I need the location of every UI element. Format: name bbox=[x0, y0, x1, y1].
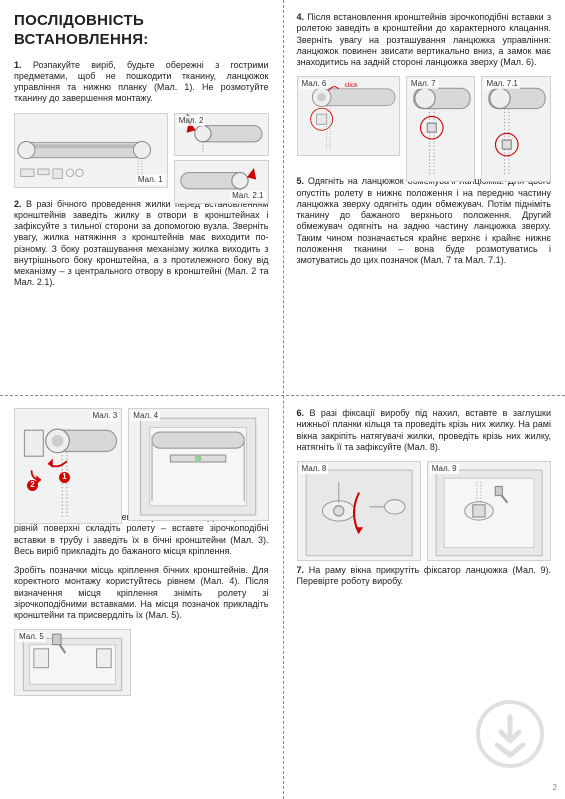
fig-label: Мал. 2 bbox=[177, 116, 206, 126]
step-1-text: Розпакуйте виріб, будьте обережні з гост… bbox=[14, 60, 269, 104]
step-4-text: Після встановлення кронштейнів зірочкопо… bbox=[297, 12, 552, 67]
step-7-text: На раму вікна прикрутіть фіксатор ланцюж… bbox=[297, 565, 552, 586]
figure-7: Мал. 7 bbox=[406, 76, 476, 182]
figure-3: Мал. 3 2 1 bbox=[14, 408, 122, 523]
step-3b: Зробіть позначки місць кріплення бічних … bbox=[14, 565, 269, 621]
step-7: 7. На раму вікна прикрутіть фіксатор лан… bbox=[297, 565, 552, 588]
figure-1: Мал. 1 bbox=[14, 113, 168, 189]
vertical-divider bbox=[283, 0, 284, 799]
figure-5: Мал. 5 bbox=[14, 629, 131, 696]
figure-7-1: Мал. 7.1 bbox=[481, 76, 551, 182]
fig-label: Мал. 7 bbox=[409, 79, 438, 89]
figure-8: Мал. 8 bbox=[297, 461, 421, 561]
click-label: click bbox=[344, 82, 358, 89]
step-3b-text: Зробіть позначки місць кріплення бічних … bbox=[14, 565, 269, 620]
watermark-icon bbox=[475, 699, 545, 769]
fig-label: Мал. 3 bbox=[91, 411, 120, 421]
page-title: ПОСЛІДОВНІСТЬ ВСТАНОВЛЕННЯ: bbox=[14, 12, 269, 50]
fig-label: Мал. 6 bbox=[300, 79, 329, 89]
step-4: 4. Після встановлення кронштейнів зірочк… bbox=[297, 12, 552, 68]
figure-6: Мал. 6 click bbox=[297, 76, 400, 156]
page-number: 2 bbox=[553, 783, 557, 793]
fig-label: Мал. 2.1 bbox=[230, 191, 265, 201]
step-6: 6. В разі фіксації виробу під нахил, вст… bbox=[297, 408, 552, 453]
figure-2-1: Мал. 2.1 bbox=[174, 160, 269, 204]
fig-label: Мал. 4 bbox=[131, 411, 160, 421]
figure-2: Мал. 2 bbox=[174, 113, 269, 157]
figure-9: Мал. 9 bbox=[427, 461, 551, 561]
quadrant-2: 4. Після встановлення кронштейнів зірочк… bbox=[283, 0, 565, 396]
fig-label: Мал. 8 bbox=[300, 464, 329, 474]
fig-label: Мал. 9 bbox=[430, 464, 459, 474]
step-5-text: Одягніть на ланцюжок обмежувачі ланцюжка… bbox=[297, 176, 552, 265]
step-2-text: В разі бічного проведення жилки перед вс… bbox=[14, 199, 269, 288]
step-1: 1. Розпакуйте виріб, будьте обережні з г… bbox=[14, 60, 269, 105]
fig-label: Мал. 7.1 bbox=[484, 79, 519, 89]
fig-label: Мал. 1 bbox=[136, 175, 165, 185]
figure-4: Мал. 4 bbox=[128, 408, 268, 521]
marker-2: 2 bbox=[27, 480, 38, 491]
step-6-text: В разі фіксації виробу під нахил, вставт… bbox=[297, 408, 552, 452]
step-2: 2. В разі бічного проведення жилки перед… bbox=[14, 199, 269, 289]
marker-1: 1 bbox=[59, 472, 70, 483]
fig-label: Мал. 5 bbox=[17, 632, 46, 642]
horizontal-divider bbox=[0, 395, 565, 396]
quadrant-3: Мал. 3 2 1 Мал. 4 3. Визначте місця кріп… bbox=[0, 396, 283, 799]
step-5: 5. Одягніть на ланцюжок обмежувачі ланцю… bbox=[297, 176, 552, 266]
quadrant-1: ПОСЛІДОВНІСТЬ ВСТАНОВЛЕННЯ: 1. Розпакуйт… bbox=[0, 0, 283, 396]
